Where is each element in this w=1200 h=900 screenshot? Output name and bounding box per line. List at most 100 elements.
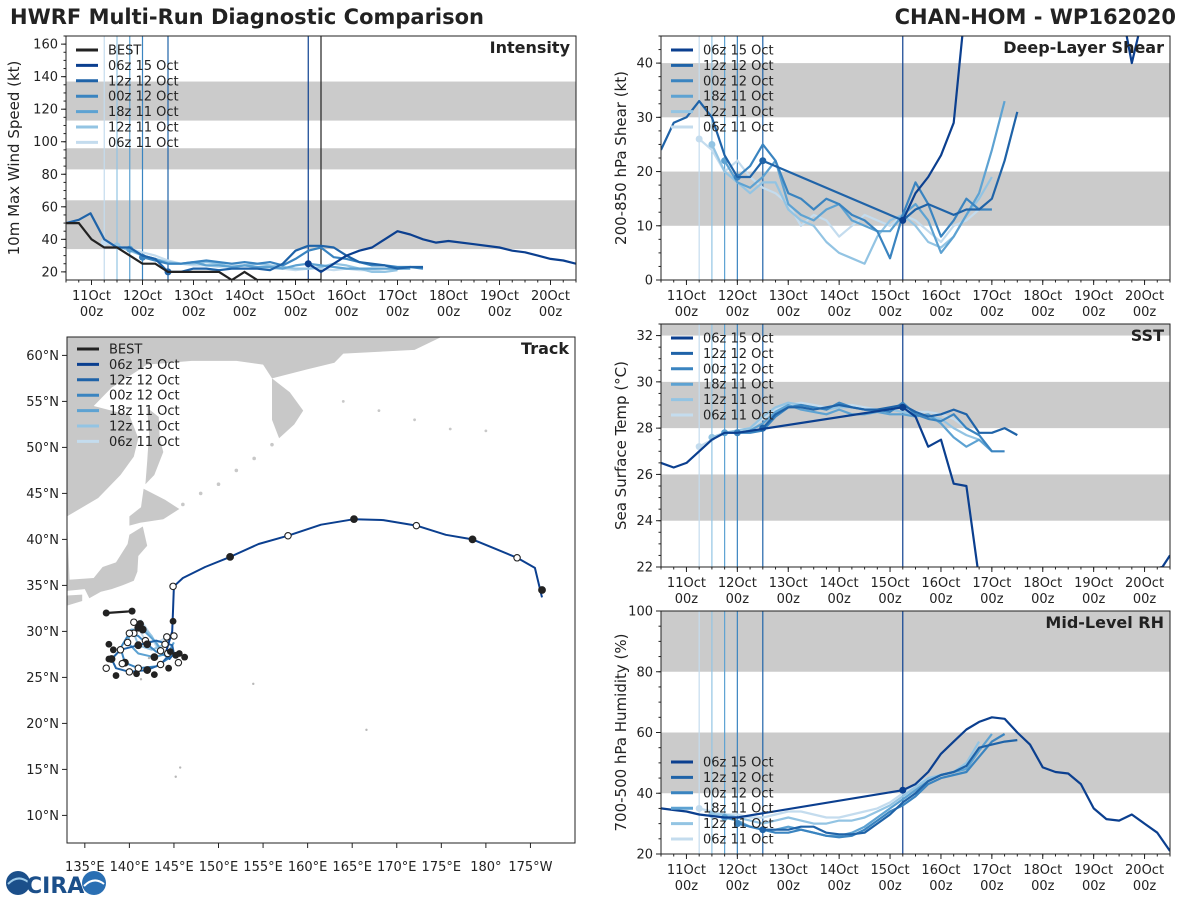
intensity-x-tick-label: 00z <box>386 305 410 320</box>
sst-x-tick-label: 16Oct <box>921 576 960 591</box>
intensity-x-tick-label: 11Oct <box>72 289 111 304</box>
globe-swirl-icon <box>7 877 29 885</box>
sst-legend-label: 12z 12 Oct <box>703 347 774 362</box>
intensity-series-line <box>142 246 424 270</box>
track-position-dot <box>165 664 173 672</box>
track-lat-label: 30°N <box>26 625 59 640</box>
small-island <box>252 682 255 686</box>
track-lon-label: 180° <box>470 860 501 875</box>
track-position-dot <box>150 671 158 679</box>
shear-x-tick-label: 14Oct <box>820 289 859 304</box>
rh-x-tick-label: 20Oct <box>1125 863 1164 878</box>
track-position-dot <box>109 646 117 654</box>
intensity-init-marker <box>304 260 312 268</box>
emblem-wave-icon <box>83 879 105 887</box>
shear-y-tick-label: 10 <box>636 219 653 234</box>
panel-sst: 22242628303211Oct00z12Oct00z13Oct00z14Oc… <box>612 323 1171 607</box>
intensity-legend-label: 12z 12 Oct <box>108 74 179 89</box>
hokkaido-landmass <box>129 488 180 526</box>
sst-x-tick-label: 00z <box>777 592 801 607</box>
shear-series-line <box>736 143 992 260</box>
intensity-legend-label: 12z 11 Oct <box>108 121 179 136</box>
intensity-x-tick-label: 19Oct <box>480 289 519 304</box>
honshu-landmass <box>67 526 148 599</box>
rh-x-tick-label: 00z <box>675 879 699 894</box>
sst-init-marker <box>899 403 907 411</box>
shear-x-tick-label: 15Oct <box>871 289 910 304</box>
intensity-y-tick-label: 160 <box>33 38 58 53</box>
track-lat-label: 45°N <box>26 487 59 502</box>
shear-y-axis-label: 200-850 hPa Shear (kt) <box>612 71 630 245</box>
sst-x-tick-label: 00z <box>1031 592 1055 607</box>
intensity-x-tick-label: 16Oct <box>327 289 366 304</box>
track-lon-label: 175°W <box>508 860 552 875</box>
track-position-open-dot <box>161 640 169 649</box>
sst-panel-title: SST <box>1131 326 1164 345</box>
track-position-open-dot <box>116 646 125 654</box>
sst-x-tick-label: 17Oct <box>972 576 1011 591</box>
rh-x-tick-label: 00z <box>929 879 953 894</box>
shear-x-tick-label: 12Oct <box>718 289 757 304</box>
korea-edge <box>67 516 70 590</box>
shear-series-line <box>710 143 993 265</box>
sst-y-tick-label: 24 <box>636 514 653 529</box>
intensity-x-tick-label: 20Oct <box>531 289 570 304</box>
small-island <box>139 678 143 681</box>
cira-logo: CIRA <box>6 871 106 898</box>
track-position-open-dot <box>174 658 183 667</box>
intensity-y-tick-label: 40 <box>41 233 58 248</box>
track-lon-label: 145°E <box>154 860 194 875</box>
shear-legend-label: 12z 12 Oct <box>703 59 774 74</box>
rh-legend-label: 00z 12 Oct <box>703 786 774 801</box>
sst-x-tick-label: 00z <box>929 592 953 607</box>
kuril-island <box>216 482 221 487</box>
intensity-legend-label: 06z 11 Oct <box>108 136 179 151</box>
sst-x-tick-label: 18Oct <box>1023 576 1062 591</box>
track-position-open-dot <box>125 668 134 676</box>
best-track-dot <box>128 607 136 615</box>
shear-x-tick-label: 00z <box>1031 305 1055 320</box>
storm-name: CHAN-HOM - WP162020 <box>894 5 1176 29</box>
shear-legend-label: 06z 11 Oct <box>703 121 774 136</box>
track-position-dot <box>538 586 546 594</box>
intensity-y-tick-label: 60 <box>41 200 58 215</box>
rh-plot-area <box>661 611 1170 854</box>
track-lat-label: 55°N <box>26 395 59 410</box>
shear-x-tick-label: 13Oct <box>769 289 808 304</box>
sst-legend-label: 18z 11 Oct <box>703 378 774 393</box>
intensity-x-tick-label: 00z <box>437 305 461 320</box>
rh-legend-label: 06z 15 Oct <box>703 756 774 771</box>
intensity-y-tick-label: 120 <box>33 103 58 118</box>
rh-legend-label: 06z 11 Oct <box>703 833 774 848</box>
track-position-dot <box>112 672 120 679</box>
sst-x-tick-label: 12Oct <box>718 576 757 591</box>
intensity-y-tick-label: 80 <box>41 168 58 183</box>
rh-x-tick-label: 11Oct <box>667 863 706 878</box>
intensity-x-tick-label: 15Oct <box>276 289 315 304</box>
track-position-dot <box>169 617 177 625</box>
intensity-x-tick-label: 00z <box>233 305 257 320</box>
track-lon-label: 160°E <box>288 860 328 875</box>
intensity-x-tick-label: 13Oct <box>174 289 213 304</box>
rh-init-marker <box>695 804 703 812</box>
track-lon-label: 170°E <box>377 860 417 875</box>
track-position-open-dot <box>156 660 165 669</box>
sst-legend-label: 06z 15 Oct <box>703 332 774 347</box>
sst-y-tick-label: 30 <box>636 375 653 390</box>
shear-y-tick-label: 20 <box>636 165 653 180</box>
track-lat-label: 25°N <box>26 671 59 686</box>
sst-x-tick-label: 15Oct <box>871 576 910 591</box>
sst-x-tick-label: 00z <box>1133 592 1157 607</box>
rh-x-tick-label: 00z <box>878 879 902 894</box>
rh-init-marker <box>899 786 907 794</box>
shear-x-tick-label: 00z <box>878 305 902 320</box>
intensity-x-tick-label: 00z <box>182 305 206 320</box>
shear-init-marker <box>899 216 907 224</box>
rh-series-line <box>661 716 1170 852</box>
track-lon-label: 150°E <box>199 860 239 875</box>
intensity-y-axis-label: 10m Max Wind Speed (kt) <box>5 61 23 256</box>
shear-x-tick-label: 20Oct <box>1125 289 1164 304</box>
sst-threshold-band <box>661 474 1170 521</box>
track-position-open-dot <box>169 582 177 591</box>
